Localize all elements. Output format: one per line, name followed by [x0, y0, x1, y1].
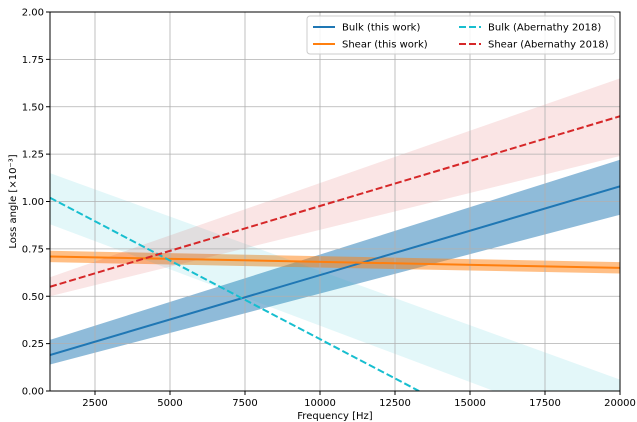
y-tick-label: 0.25 [22, 339, 44, 350]
x-tick-label: 10000 [304, 398, 336, 409]
y-tick-label: 1.00 [22, 197, 44, 208]
y-tick-label: 2.00 [22, 8, 44, 19]
x-tick-label: 7500 [232, 398, 257, 409]
y-tick-label: 1.75 [22, 55, 44, 66]
series-lines [50, 115, 620, 391]
legend-label-bulk-this-work: Bulk (this work) [342, 23, 420, 34]
x-axis-label: Frequency [Hz] [297, 411, 373, 422]
x-axis-ticks: 2500 5000 7500 10000 12500 15000 17500 20000 [82, 391, 636, 409]
legend-label-bulk-abernathy-2018: Bulk (Abernathy 2018) [488, 23, 601, 34]
grid-lines [50, 12, 620, 391]
legend-box [306, 15, 616, 55]
line-shear-abernathy-2018 [50, 115, 620, 288]
y-tick-label: 0.75 [22, 244, 44, 255]
x-tick-label: 20000 [604, 398, 636, 409]
line-shear-this-work [50, 255, 620, 269]
y-axis-ticks: 0.00 0.25 0.50 0.75 1.00 1.25 1.50 1.75 2.00 [22, 8, 50, 398]
y-tick-label: 0.50 [22, 292, 44, 303]
y-tick-label: 0.00 [22, 387, 44, 398]
legend-label-shear-abernathy-2018: Shear (Abernathy 2018) [488, 40, 609, 51]
x-tick-label: 17500 [529, 398, 561, 409]
line-bulk-this-work [50, 185, 620, 356]
x-tick-label: 5000 [157, 398, 182, 409]
y-tick-label: 1.25 [22, 150, 44, 161]
y-axis-label: Loss angle [×10⁻³] [8, 154, 19, 248]
uncertainty-bands [50, 78, 620, 391]
band-shear-abernathy-2018 [50, 78, 620, 297]
x-tick-label: 15000 [454, 398, 486, 409]
x-tick-label: 12500 [379, 398, 411, 409]
plot-area [50, 12, 620, 391]
y-tick-label: 1.50 [22, 102, 44, 113]
band-bulk-abernathy-2018 [50, 173, 620, 391]
x-tick-label: 2500 [82, 398, 107, 409]
legend: Bulk (this work) Shear (this work) Bulk (A… [306, 15, 616, 55]
legend-label-shear-this-work: Shear (this work) [342, 40, 428, 51]
